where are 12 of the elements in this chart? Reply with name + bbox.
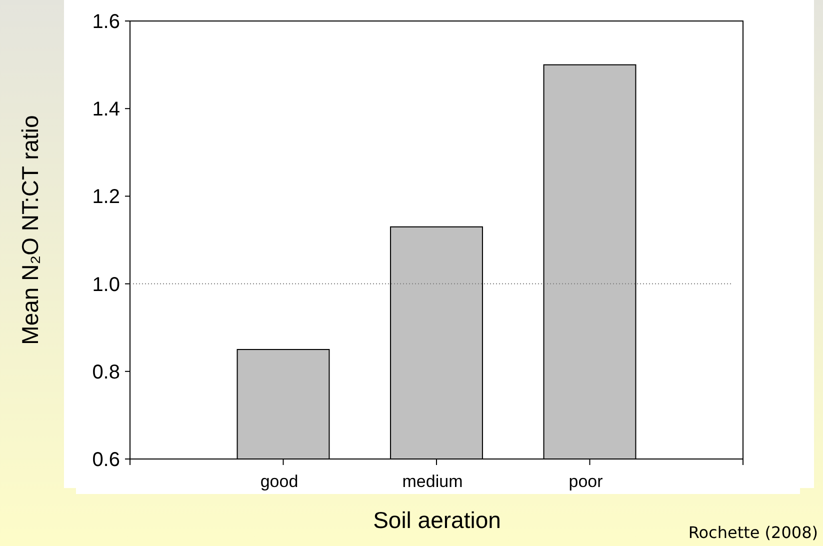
y-tick-label: 1.2 [92,186,120,208]
x-axis-title: Soil aeration [373,507,501,533]
y-tick-label: 1.6 [92,11,120,33]
x-tick-label: good [260,472,298,491]
text: Rochette (2008) [688,523,818,542]
x-tick-label: poor [568,472,604,491]
y-axis-title: Mean N₂O NT:CT ratio [17,115,43,345]
y-tick-label: 1.4 [92,98,120,121]
y-tick-label: 1.0 [92,274,120,296]
y-tick-label: 0.6 [92,449,120,471]
x-tick-label: medium [402,472,463,491]
y-tick-label: 0.8 [92,361,120,384]
